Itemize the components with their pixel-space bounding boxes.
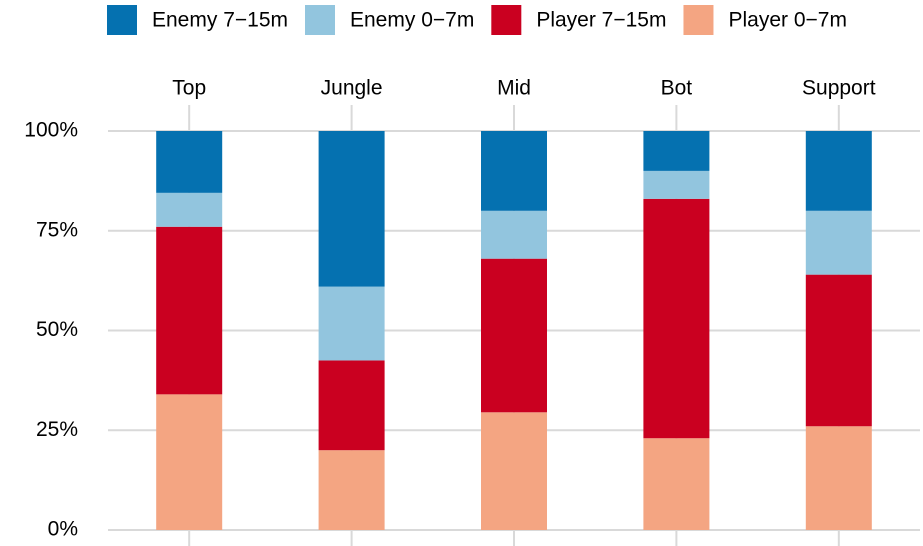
bar-segment [481, 131, 547, 211]
bar-segment [318, 131, 385, 287]
legend-swatch [305, 5, 335, 35]
x-tick-label: Top [172, 77, 206, 100]
bar-segment [805, 131, 872, 211]
x-tick-label: Support [802, 77, 876, 100]
bar-segment [481, 210, 547, 259]
bar-segment [318, 286, 385, 361]
bar-segment [643, 438, 710, 530]
y-tick-label: 0% [48, 518, 78, 541]
legend-label: Enemy 7−15m [152, 9, 288, 32]
x-tick-label: Bot [661, 77, 693, 100]
bar-segment [643, 198, 710, 439]
bar-segment [805, 210, 872, 275]
bar-segment [805, 426, 872, 530]
y-tick-label: 75% [36, 218, 78, 241]
legend-label: Enemy 0−7m [350, 9, 474, 32]
bar-segment [318, 360, 385, 451]
legend-swatch [683, 5, 714, 35]
bar-segment [643, 170, 710, 199]
y-tick-label: 100% [24, 119, 78, 142]
bar-segment [481, 258, 547, 413]
x-tick-label: Jungle [321, 77, 383, 100]
bar-segment [156, 192, 223, 227]
bar-segment [156, 394, 223, 530]
legend-swatch [107, 5, 137, 35]
y-tick-label: 50% [36, 318, 78, 341]
x-tick-label: Mid [497, 77, 531, 100]
bar-segment [805, 274, 872, 427]
bar-segment [156, 226, 223, 395]
bar-segment [481, 412, 547, 530]
legend-label: Player 7−15m [536, 9, 666, 32]
legend-label: Player 0−7m [728, 9, 846, 32]
bar-segment [318, 450, 385, 530]
legend-swatch [491, 5, 522, 35]
bar-segment [643, 131, 710, 171]
bar-segment [156, 131, 223, 193]
y-tick-label: 25% [36, 418, 78, 441]
